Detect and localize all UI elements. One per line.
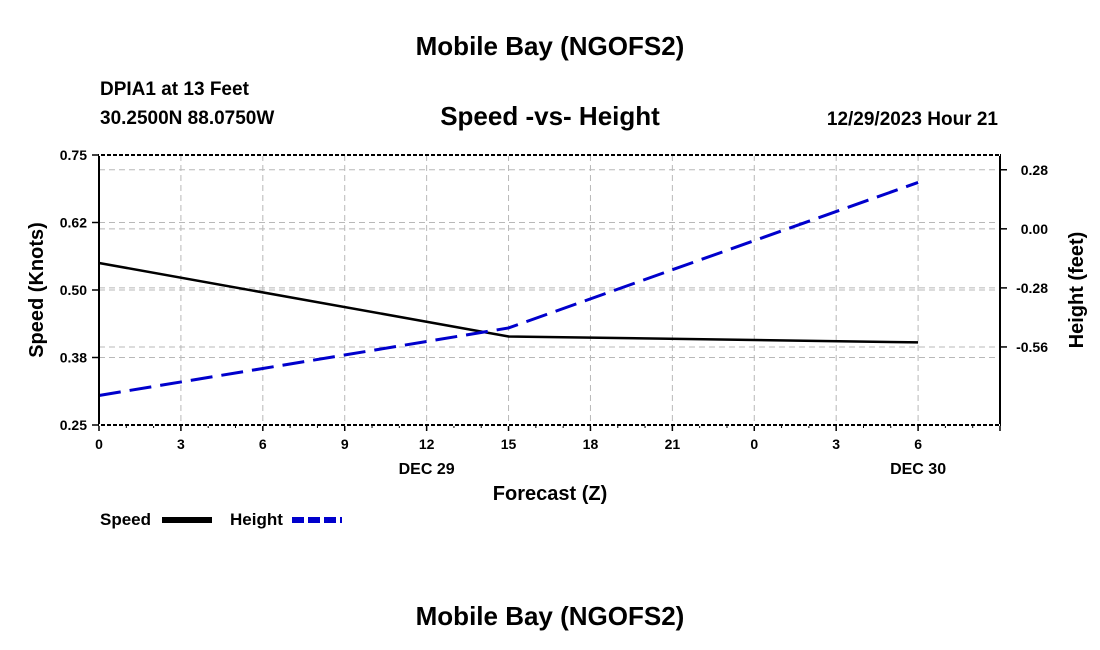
y-axis-right-title: Height (feet): [1066, 232, 1088, 349]
y-left-tick-label: 0.38: [60, 350, 87, 366]
y-right-tick-label: 0.28: [1021, 162, 1048, 178]
x-tick-label: 12: [419, 436, 435, 452]
y-left-tick-label: 0.25: [60, 417, 87, 433]
x-date-label: DEC 30: [890, 461, 946, 478]
footer-title: Mobile Bay (NGOFS2): [416, 601, 685, 631]
chart-subtitle: Speed -vs- Height: [440, 101, 660, 131]
x-tick-label: 3: [177, 436, 185, 452]
x-tick-label: 0: [95, 436, 103, 452]
series-layer: [98, 181, 919, 397]
forecast-timestamp: 12/29/2023 Hour 21: [827, 109, 999, 130]
x-tick-label: 6: [259, 436, 267, 452]
x-tick-label: 6: [914, 436, 922, 452]
x-tick-label: 15: [501, 436, 517, 452]
y-right-tick-label: -0.28: [1016, 280, 1048, 296]
y-left-tick-label: 0.75: [60, 147, 87, 163]
x-tick-label: 9: [341, 436, 349, 452]
y-right-tick-label: 0.00: [1021, 221, 1048, 237]
x-tick-label: 18: [583, 436, 599, 452]
station-name: DPIA1 at 13 Feet: [100, 79, 250, 100]
x-tick-label: 0: [750, 436, 758, 452]
series-line-speed: [98, 261, 919, 344]
y-left-tick-label: 0.50: [60, 282, 87, 298]
x-tick-label: 3: [832, 436, 840, 452]
legend-label-speed: Speed: [100, 510, 151, 529]
y-axis-left-title: Speed (Knots): [26, 222, 48, 358]
chart-main-title: Mobile Bay (NGOFS2): [416, 31, 685, 61]
legend: Speed Height: [100, 510, 342, 529]
x-date-label: DEC 29: [399, 461, 455, 478]
legend-label-height: Height: [230, 510, 283, 529]
station-coordinates: 30.2500N 88.0750W: [100, 108, 274, 129]
y-right-tick-label: -0.56: [1016, 339, 1048, 355]
y-left-tick-label: 0.62: [60, 215, 87, 231]
grid: [99, 155, 1000, 425]
x-axis-title: Forecast (Z): [493, 483, 607, 505]
axes: 0 3 6 9 12 15 18 21 0 3 6 DEC 29 DEC 30 0.25 0.38 0.50 0…: [60, 147, 1048, 478]
series-line-height: [98, 181, 919, 397]
x-tick-label: 21: [665, 436, 681, 452]
